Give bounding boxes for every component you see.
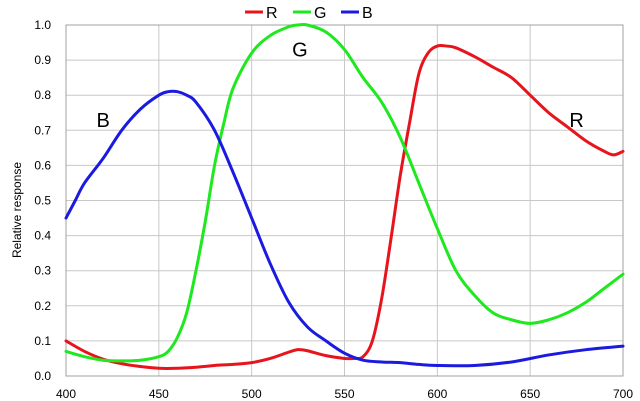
y-tick-label: 0.7: [34, 123, 51, 137]
y-tick-label: 0.8: [34, 88, 51, 102]
axis-ticks: 0.0 0.1 0.2 0.3 0.4 0.5 0.6 0.7 0.8 0.9 1.0 400 450 5…: [34, 18, 633, 401]
y-tick-label: 0.4: [34, 229, 51, 243]
series-line-b: [64, 89, 625, 368]
y-tick-label: 0.2: [34, 299, 51, 313]
y-tick-label: 0.6: [34, 158, 51, 172]
legend-label-g: G: [314, 5, 326, 22]
y-tick-label: 0.9: [34, 53, 51, 67]
curve-annotations: B G R: [96, 40, 583, 132]
x-tick-label: 650: [520, 387, 540, 401]
x-tick-label: 550: [334, 387, 354, 401]
annotation-b: B: [96, 110, 109, 132]
x-tick-label: 600: [427, 387, 447, 401]
plot-frame: [65, 24, 624, 377]
x-tick-label: 500: [242, 387, 262, 401]
annotation-r: R: [569, 110, 583, 132]
legend-label-r: R: [266, 5, 278, 22]
annotation-g: G: [292, 40, 308, 62]
y-tick-label: 0.3: [34, 264, 51, 278]
series-line-r: [64, 43, 625, 370]
y-tick-label: 1.0: [34, 18, 51, 32]
y-tick-label: 0.1: [34, 334, 51, 348]
y-tick-label: 0.5: [34, 194, 51, 208]
y-axis-label: Relative response: [10, 162, 24, 258]
series-line-g: [64, 22, 625, 363]
y-tick-label: 0.0: [34, 369, 51, 383]
x-tick-label: 400: [56, 387, 76, 401]
x-tick-label: 700: [613, 387, 633, 401]
x-tick-label: 450: [149, 387, 169, 401]
series-lines: [64, 22, 625, 370]
legend-label-b: B: [362, 5, 373, 22]
